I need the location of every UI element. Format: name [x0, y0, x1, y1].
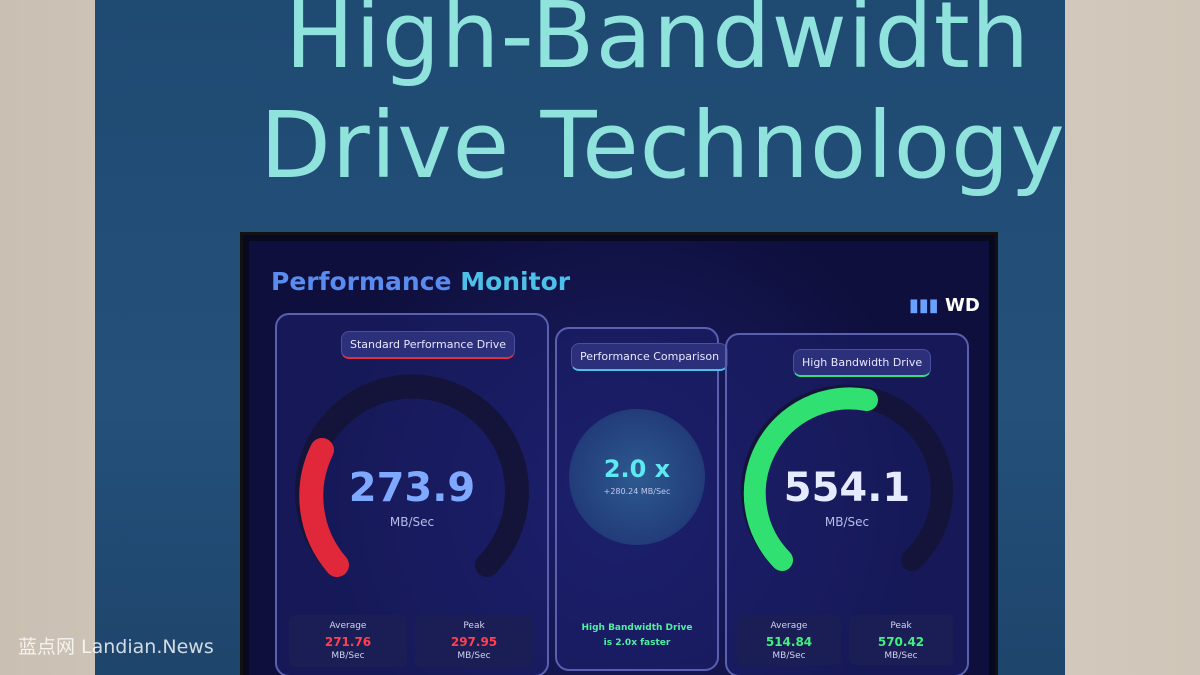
gauge-value: 273.9: [348, 465, 476, 511]
gauge: [295, 374, 529, 577]
title-part: Monitor: [460, 267, 571, 296]
logo: ▮▮▮ WD: [909, 295, 980, 316]
high-panel: High Bandwidth Drive 554.1 MB/Sec Averag…: [725, 333, 969, 675]
logo-text: WD: [945, 295, 980, 316]
stat-unit: MB/Sec: [884, 651, 918, 661]
comparison-panel: Performance Comparison 2.0 x +280.24 MB/…: [555, 327, 729, 671]
ratio-sub: +280.24 MB/Sec: [603, 487, 671, 496]
stat-card: Average 271.76 MB/Sec: [289, 615, 407, 667]
gauge-unit: MB/Sec: [824, 515, 870, 529]
stat-unit: MB/Sec: [457, 651, 491, 661]
stat-unit: MB/Sec: [331, 651, 365, 661]
title-part: Performance: [271, 267, 452, 296]
monitor-title: Performance Monitor: [271, 267, 570, 296]
standard-panel: Standard Performance Drive 273.9 MB/Sec …: [275, 313, 549, 675]
stat-label: Average: [329, 621, 367, 631]
gauge-fill: [743, 387, 878, 571]
monitor: Performance Monitor ▮▮▮ WD Standard Perf…: [240, 232, 998, 675]
gauge-value: 554.1: [783, 465, 911, 511]
gauge-unit: MB/Sec: [389, 515, 435, 529]
comparison-footer: High Bandwidth Drive is 2.0x faster: [581, 623, 693, 648]
panel-label: High Bandwidth Drive: [793, 349, 932, 377]
stat-card: Peak 297.95 MB/Sec: [415, 615, 533, 667]
stat-label: Peak: [463, 621, 485, 631]
stat-value: 570.42: [877, 635, 925, 649]
stat-value: 514.84: [765, 635, 813, 649]
panel-label: Standard Performance Drive: [341, 331, 516, 359]
stat-unit: MB/Sec: [772, 651, 806, 661]
stat-value: 297.95: [450, 635, 498, 649]
stat-card: Average 514.84 MB/Sec: [737, 615, 841, 665]
watermark: 蓝点网 Landian.News: [18, 636, 214, 658]
stat-label: Peak: [890, 621, 912, 631]
screen: Performance Monitor ▮▮▮ WD Standard Perf…: [249, 241, 989, 675]
stat-label: Average: [770, 621, 808, 631]
gauge: [741, 384, 953, 571]
sign-title: Drive Technology: [260, 92, 1066, 199]
ratio-value: 2.0 x: [603, 455, 671, 483]
sign-title: High-Bandwidth: [285, 0, 1031, 89]
panel-label: Performance Comparison: [571, 343, 729, 371]
stat-card: Peak 570.42 MB/Sec: [849, 615, 953, 665]
stat-value: 271.76: [324, 635, 372, 649]
gauge-fill: [299, 438, 349, 577]
ratio-circle: [569, 409, 705, 545]
